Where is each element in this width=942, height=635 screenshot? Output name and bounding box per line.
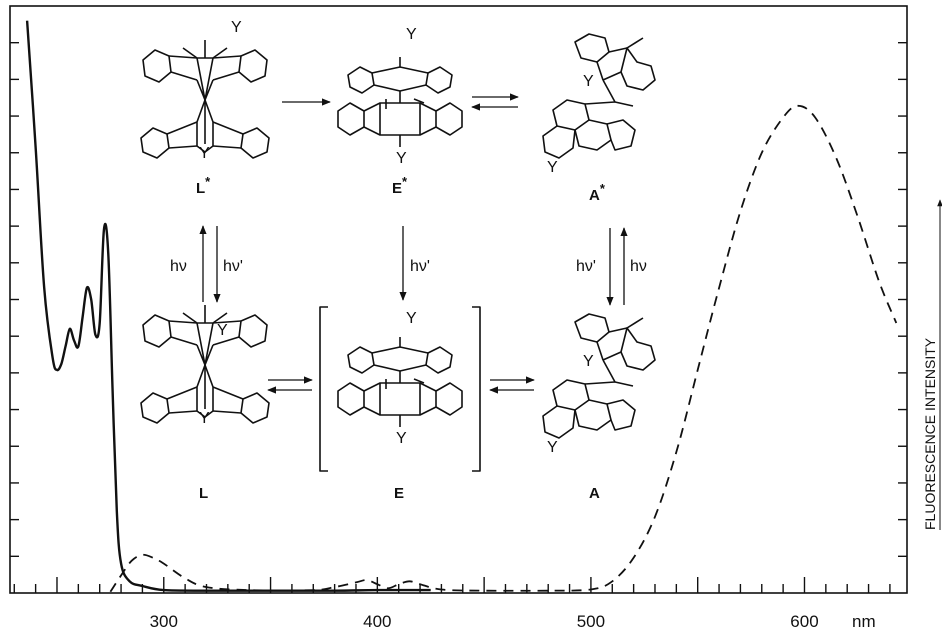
species-label-L-star: L*	[196, 174, 211, 197]
molecule-L-star: Y Y L*	[140, 19, 270, 197]
svg-text:Y: Y	[217, 322, 228, 339]
molecule-L: Y Y L	[140, 305, 270, 502]
x-tick-label-500: 500	[577, 612, 605, 631]
species-label-A-star: A*	[589, 181, 606, 204]
fluorescence-curve	[109, 104, 898, 593]
svg-text:Y: Y	[199, 410, 210, 427]
hv-label-L-excite: hν	[170, 258, 187, 275]
svg-text:Y: Y	[583, 353, 594, 370]
hv-label-A-excite: hν	[630, 258, 647, 275]
hv-label-A-emit: hν'	[576, 258, 596, 275]
species-label-L: L	[199, 485, 208, 502]
species-label-E-star: E*	[392, 174, 408, 197]
svg-text:Y: Y	[396, 430, 407, 447]
molecule-E-star: Y Y E*	[337, 26, 463, 197]
svg-text:Y: Y	[547, 439, 558, 456]
bracket-right	[472, 306, 481, 472]
svg-text:Y: Y	[199, 145, 210, 162]
svg-text:Y: Y	[396, 150, 407, 167]
svg-text:Y: Y	[231, 19, 242, 36]
molecule-E: Y Y E	[319, 306, 481, 502]
x-tick-labels: 300 400 500 600 nm	[150, 612, 876, 631]
hv-label-L-emit: hν'	[223, 258, 243, 275]
x-tick-label-400: 400	[363, 612, 391, 631]
x-tick-label-600: 600	[790, 612, 818, 631]
x-tick-label-300: 300	[150, 612, 178, 631]
species-label-E: E	[394, 485, 404, 502]
plot-frame	[9, 5, 908, 594]
bracket-left	[319, 306, 328, 472]
svg-text:Y: Y	[406, 26, 417, 43]
hv-label-E-emit: hν'	[410, 258, 430, 275]
molecule-A-star: Y Y A*	[542, 33, 656, 204]
reaction-scheme: Y Y L* Y Y E*	[140, 19, 656, 502]
svg-text:Y: Y	[406, 310, 417, 327]
species-label-A: A	[589, 485, 600, 502]
svg-text:Y: Y	[583, 73, 594, 90]
right-axis-label-group: FLUORESCENCE INTENSITY	[922, 199, 942, 530]
svg-text:Y: Y	[547, 159, 558, 176]
molecule-A: Y Y A	[542, 313, 656, 502]
axis-ticks	[10, 41, 907, 593]
x-axis-unit: nm	[852, 612, 876, 631]
right-axis-label: FLUORESCENCE INTENSITY	[922, 337, 938, 530]
absorption-curve	[25, 20, 431, 592]
